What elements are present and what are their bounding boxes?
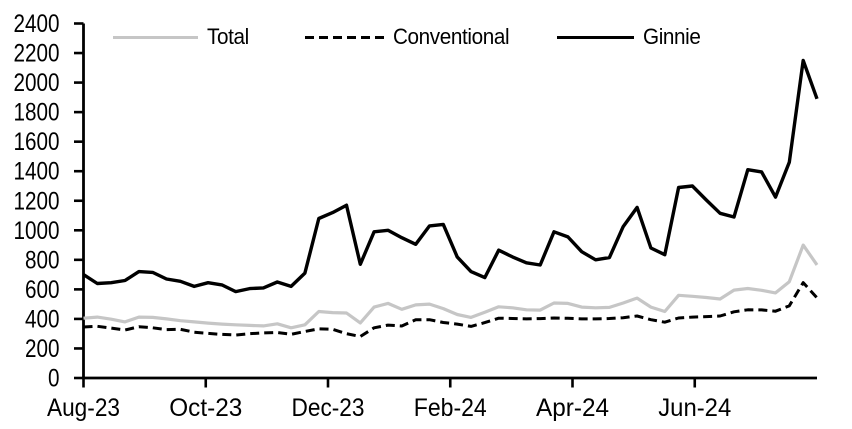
legend-item-ginnie: Ginnie — [557, 24, 704, 49]
x-axis-tick-label: Oct-23 — [169, 394, 242, 422]
legend-label-ginnie: Ginnie — [643, 24, 701, 49]
series-line-ginnie — [82, 58, 819, 294]
y-axis-tick-label: 1600 — [14, 128, 60, 156]
series-line-conventional — [83, 281, 819, 338]
y-axis-tick-label: 2400 — [14, 10, 60, 38]
y-axis-tick-label: 2200 — [14, 40, 60, 68]
y-axis-tick-label: 1000 — [14, 217, 60, 245]
x-axis-tick-label: Dec-23 — [292, 394, 365, 422]
y-axis-tick-label: 1200 — [14, 187, 60, 215]
y-axis-tick-label: 200 — [25, 335, 60, 363]
legend-item-total: Total — [113, 24, 251, 49]
y-axis-tick-label: 0 — [48, 365, 60, 393]
y-axis-tick-label: 800 — [25, 246, 60, 274]
series-line-total — [83, 243, 819, 330]
ginnie-line-swatch-icon — [557, 35, 634, 39]
y-axis-tick-label: 1800 — [14, 99, 60, 127]
total-line-swatch-icon — [113, 35, 198, 39]
conventional-line-swatch-icon — [305, 35, 384, 39]
legend-item-conventional: Conventional — [305, 24, 517, 49]
y-axis-tick-label: 400 — [25, 305, 60, 333]
y-axis-tick-label: 1400 — [14, 158, 60, 186]
x-axis-tick-label: Apr-24 — [536, 394, 609, 422]
legend-label-total: Total — [207, 24, 249, 49]
x-axis-tick-label: Aug-23 — [47, 394, 120, 422]
x-axis-tick-label: Jun-24 — [658, 394, 731, 422]
legend-label-conventional: Conventional — [393, 24, 510, 49]
y-axis-tick-label: 600 — [25, 276, 60, 304]
y-axis-tick-label: 2000 — [14, 69, 60, 97]
x-axis-tick-label: Feb-24 — [414, 394, 487, 422]
